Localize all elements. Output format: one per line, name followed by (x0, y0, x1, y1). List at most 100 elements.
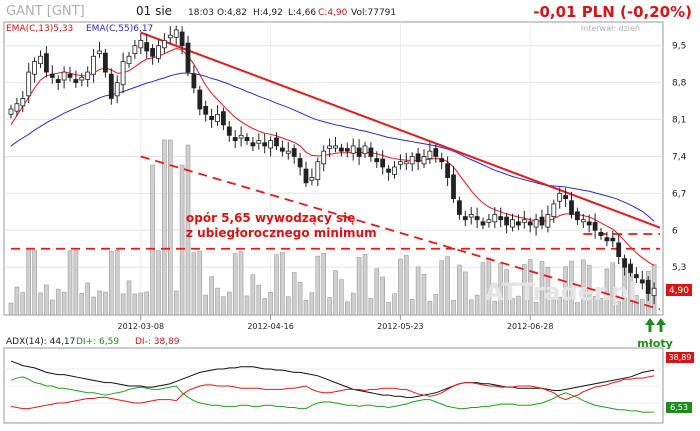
candle-body (279, 147, 285, 152)
candle-body (161, 40, 167, 49)
candle-body (38, 55, 43, 65)
candle-body (651, 287, 657, 297)
x-tick-label: 2012-06-28 (507, 322, 554, 331)
candle-body (197, 89, 203, 110)
volume-bar (380, 276, 386, 316)
volume-bar (20, 292, 26, 316)
volume-bar (61, 291, 67, 316)
candle-body (539, 216, 545, 226)
volume-bar (339, 279, 344, 316)
volume-bar (173, 290, 179, 316)
volume-bar (409, 299, 415, 316)
volume-bar (215, 287, 220, 316)
candle-body (645, 279, 651, 294)
volume-bar (168, 139, 173, 316)
volume-bar (55, 288, 61, 316)
candle-body (179, 31, 185, 47)
volume-bar (580, 259, 586, 316)
candle-body (344, 148, 350, 152)
candle-body (144, 42, 150, 52)
interval: Interwał: dzień (581, 24, 640, 33)
ticker: GANT [GNT] (6, 4, 85, 19)
price-y-axis: 9,5 8,8 8,1 7,4 6,7 6 5,3 (672, 42, 687, 273)
candle-body (421, 156, 427, 165)
candle-body (173, 29, 179, 38)
volume-bar (67, 250, 73, 316)
candle-body (356, 147, 362, 157)
y-tick-label: 5,3 (672, 263, 686, 273)
candle-body (439, 158, 445, 163)
volume-bar (569, 260, 574, 316)
candle-body (220, 111, 226, 126)
candle-body (338, 147, 344, 152)
candle-body (79, 76, 85, 81)
candle-body (569, 200, 574, 215)
candle-body (604, 237, 610, 242)
candle-body (516, 221, 521, 226)
candle-body (486, 219, 492, 223)
candle-body (297, 158, 303, 168)
volume-bar (592, 296, 598, 316)
volume-bar (109, 250, 114, 316)
volume-bar (97, 290, 102, 316)
candle-body (551, 203, 557, 217)
candle-body (309, 177, 315, 181)
volume-bar (327, 297, 332, 316)
annotation-line-1: opór 5,65 wywodzący się (186, 211, 355, 225)
volume-bar (356, 257, 362, 316)
candle-body (44, 53, 49, 73)
candle-body (268, 140, 274, 149)
candle-body (598, 231, 604, 236)
volume-bar (268, 292, 273, 316)
volume-bar (368, 298, 374, 316)
candle-body (138, 40, 144, 49)
candle-body (315, 161, 321, 181)
trendline-dashed (140, 155, 661, 311)
volume-bar (533, 302, 539, 316)
volume-bar (244, 295, 250, 316)
candle-body (103, 52, 108, 73)
candle-body (492, 214, 498, 223)
candle-body (498, 216, 504, 221)
volume-bar (150, 164, 155, 316)
volume-bar (38, 292, 43, 316)
annotation-line-2: z ubiegłorocznego minimum (186, 226, 377, 240)
volume-bar (232, 253, 238, 316)
candle-body (91, 55, 96, 75)
candle-body (639, 279, 645, 284)
x-tick-label: 2012-03-08 (118, 322, 165, 331)
volume-bar (492, 301, 498, 316)
volume-bar (610, 262, 616, 316)
candle-body (545, 214, 551, 228)
volume-bar (221, 296, 226, 316)
candle-body (14, 103, 20, 112)
volume-bar (374, 268, 380, 316)
volume-bar (598, 297, 604, 316)
candle-body (108, 73, 114, 99)
price-grid (4, 22, 663, 315)
quote-date: 01 sie (136, 4, 172, 18)
candle-body (415, 153, 421, 163)
candle-body (274, 137, 279, 147)
y-tick-label: 9,5 (672, 42, 686, 52)
candle-body (433, 148, 439, 157)
candle-body (462, 216, 468, 221)
adx-legend-di-plus: DI+: 6,59 (76, 337, 119, 347)
candle-body (256, 140, 262, 144)
candle-body (533, 219, 539, 228)
candle-body (209, 115, 215, 120)
candle-body (610, 237, 616, 242)
volume-bar (8, 302, 14, 316)
volume-bar (468, 299, 474, 316)
volume-bar (504, 269, 509, 316)
volume-bar (634, 295, 639, 316)
volume-bar (639, 299, 645, 316)
candle-body (126, 55, 132, 65)
candle-body (504, 216, 510, 226)
candle-body (156, 45, 161, 59)
volume-bar (126, 280, 132, 316)
adx-tag-bottom (666, 402, 692, 413)
candle-body (20, 98, 26, 107)
candle-body (120, 61, 126, 86)
volume-bar (474, 294, 480, 316)
